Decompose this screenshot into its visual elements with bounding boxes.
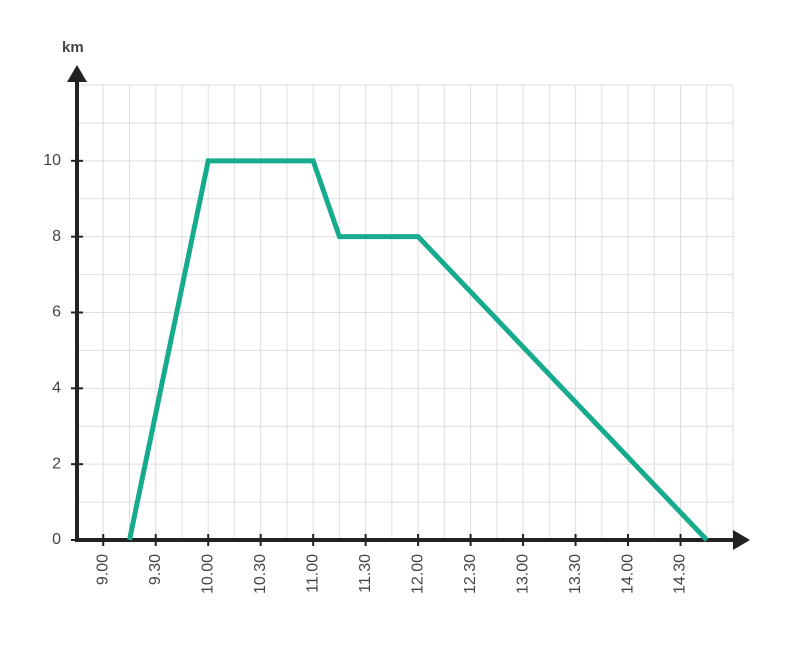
y-tick-label: 4	[52, 380, 61, 397]
x-tick-label: 13.30	[567, 554, 584, 594]
y-tick-label: 2	[52, 455, 61, 472]
x-tick-label: 12.00	[409, 554, 426, 594]
y-tick-label: 8	[52, 228, 61, 245]
x-tick-label: 11.30	[357, 554, 374, 593]
y-tick-label: 0	[52, 531, 61, 548]
y-axis-arrow	[67, 65, 87, 82]
x-tick-label: 9.30	[147, 554, 164, 585]
line	[127, 158, 709, 542]
x-axis-arrow	[733, 530, 750, 550]
x-tick-label: 14.30	[672, 554, 689, 594]
x-tick-label: 12.30	[462, 554, 479, 594]
x-tick-label: 11.00	[304, 554, 321, 593]
y-axis-label: km	[62, 39, 84, 56]
x-tick-label: 10.30	[252, 554, 269, 594]
x-tick-label: 9.00	[94, 554, 111, 585]
y-tick-label: 6	[52, 304, 61, 321]
x-tick-label: 10.00	[199, 554, 216, 594]
x-tick-label: 13.00	[514, 554, 531, 594]
x-tick-label: 14.00	[619, 554, 636, 594]
y-tick-label: 10	[43, 152, 61, 169]
